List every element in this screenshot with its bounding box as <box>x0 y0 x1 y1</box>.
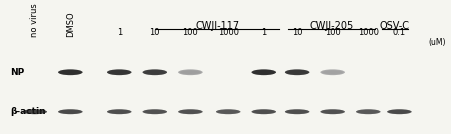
Ellipse shape <box>145 110 165 113</box>
Ellipse shape <box>216 109 240 114</box>
Ellipse shape <box>285 109 309 114</box>
Text: 10: 10 <box>150 28 160 38</box>
Ellipse shape <box>143 69 167 75</box>
Ellipse shape <box>143 69 167 75</box>
Ellipse shape <box>252 109 276 114</box>
Ellipse shape <box>108 70 130 75</box>
Ellipse shape <box>60 70 81 75</box>
Ellipse shape <box>144 110 166 114</box>
Ellipse shape <box>252 69 276 75</box>
Ellipse shape <box>216 109 240 114</box>
Ellipse shape <box>321 109 345 114</box>
Text: 1000: 1000 <box>218 28 239 38</box>
Ellipse shape <box>143 109 167 114</box>
Ellipse shape <box>178 109 202 114</box>
Ellipse shape <box>322 110 344 114</box>
Text: no virus: no virus <box>30 4 39 38</box>
Ellipse shape <box>107 69 131 75</box>
Ellipse shape <box>287 110 307 113</box>
Ellipse shape <box>58 69 83 75</box>
Ellipse shape <box>388 110 410 114</box>
Text: 10: 10 <box>292 28 302 38</box>
Ellipse shape <box>217 110 239 114</box>
Ellipse shape <box>110 110 129 113</box>
Ellipse shape <box>252 109 276 114</box>
Ellipse shape <box>58 109 83 114</box>
Ellipse shape <box>144 70 166 75</box>
Ellipse shape <box>145 71 165 74</box>
Ellipse shape <box>25 110 45 113</box>
Text: 0.1: 0.1 <box>393 28 406 38</box>
Text: 1: 1 <box>261 28 267 38</box>
Text: 1: 1 <box>117 28 122 38</box>
Ellipse shape <box>23 109 47 114</box>
Ellipse shape <box>180 110 200 113</box>
Text: CWJI-117: CWJI-117 <box>195 21 239 31</box>
Ellipse shape <box>108 110 130 114</box>
Ellipse shape <box>285 69 309 75</box>
Ellipse shape <box>387 109 412 114</box>
Ellipse shape <box>58 69 83 75</box>
Ellipse shape <box>356 109 381 114</box>
Ellipse shape <box>254 110 274 113</box>
Text: 100: 100 <box>325 28 341 38</box>
Ellipse shape <box>356 109 381 114</box>
Text: NP: NP <box>10 68 24 77</box>
Ellipse shape <box>179 110 202 114</box>
Text: OSV-C: OSV-C <box>380 21 410 31</box>
Ellipse shape <box>286 110 308 114</box>
Ellipse shape <box>107 109 131 114</box>
Ellipse shape <box>323 110 342 113</box>
Ellipse shape <box>24 110 46 114</box>
Ellipse shape <box>178 69 202 75</box>
Ellipse shape <box>321 69 345 75</box>
Text: 100: 100 <box>183 28 198 38</box>
Text: DMSO: DMSO <box>66 12 75 38</box>
Ellipse shape <box>218 110 238 113</box>
Ellipse shape <box>107 109 131 114</box>
Ellipse shape <box>287 71 307 74</box>
Ellipse shape <box>323 71 342 74</box>
Ellipse shape <box>285 109 309 114</box>
Ellipse shape <box>143 109 167 114</box>
Ellipse shape <box>390 110 409 113</box>
Ellipse shape <box>322 70 344 75</box>
Ellipse shape <box>254 71 274 74</box>
Ellipse shape <box>58 109 83 114</box>
Ellipse shape <box>180 71 200 74</box>
Ellipse shape <box>179 70 202 75</box>
Ellipse shape <box>286 70 308 75</box>
Ellipse shape <box>359 110 378 113</box>
Ellipse shape <box>23 109 47 114</box>
Ellipse shape <box>285 69 309 75</box>
Text: CWJI-205: CWJI-205 <box>309 21 354 31</box>
Ellipse shape <box>60 110 81 114</box>
Ellipse shape <box>253 110 275 114</box>
Text: (uM): (uM) <box>428 38 446 47</box>
Ellipse shape <box>178 69 202 75</box>
Ellipse shape <box>253 70 275 75</box>
Text: β-actin: β-actin <box>10 107 46 116</box>
Ellipse shape <box>60 71 80 74</box>
Ellipse shape <box>321 69 345 75</box>
Ellipse shape <box>60 110 80 113</box>
Ellipse shape <box>387 109 412 114</box>
Ellipse shape <box>178 109 202 114</box>
Ellipse shape <box>252 69 276 75</box>
Ellipse shape <box>107 69 131 75</box>
Ellipse shape <box>321 109 345 114</box>
Ellipse shape <box>357 110 379 114</box>
Ellipse shape <box>110 71 129 74</box>
Text: 1000: 1000 <box>358 28 379 38</box>
